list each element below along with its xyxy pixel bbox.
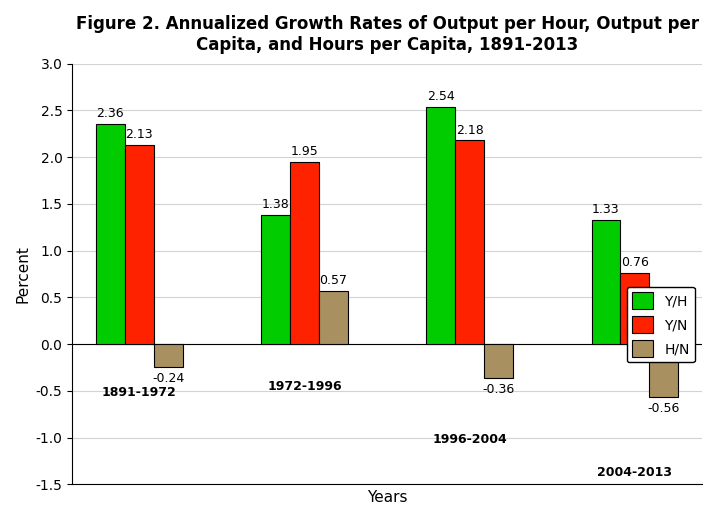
Text: 1972-1996: 1972-1996	[267, 380, 342, 393]
Bar	[290, 162, 319, 344]
Text: 1996-2004: 1996-2004	[432, 433, 507, 446]
Text: -0.24: -0.24	[152, 372, 184, 385]
Text: 2004-2013: 2004-2013	[597, 466, 673, 479]
Bar	[650, 344, 678, 397]
X-axis label: Years: Years	[367, 490, 407, 505]
Text: 2.18: 2.18	[456, 124, 483, 137]
Text: 2.36: 2.36	[97, 107, 124, 120]
Y-axis label: Percent: Percent	[15, 245, 30, 303]
Title: Figure 2. Annualized Growth Rates of Output per Hour, Output per
Capita, and Hou: Figure 2. Annualized Growth Rates of Out…	[75, 15, 698, 54]
Text: 1.38: 1.38	[262, 199, 290, 212]
Text: 1.95: 1.95	[290, 145, 318, 158]
Bar	[261, 215, 290, 344]
Bar	[125, 145, 153, 344]
Bar	[455, 140, 484, 344]
Text: 0.76: 0.76	[621, 256, 649, 269]
Legend: Y/H, Y/N, H/N: Y/H, Y/N, H/N	[627, 287, 695, 362]
Text: -0.56: -0.56	[647, 402, 680, 415]
Text: -0.36: -0.36	[483, 383, 515, 396]
Bar	[96, 124, 125, 344]
Bar	[592, 220, 620, 344]
Bar	[620, 273, 650, 344]
Bar	[319, 291, 348, 344]
Text: 2.13: 2.13	[125, 128, 153, 141]
Bar	[153, 344, 183, 367]
Text: 0.57: 0.57	[319, 274, 347, 287]
Bar	[484, 344, 513, 378]
Bar	[427, 107, 455, 344]
Text: 1891-1972: 1891-1972	[102, 386, 176, 399]
Text: 1.33: 1.33	[592, 203, 619, 216]
Text: 2.54: 2.54	[427, 90, 455, 103]
